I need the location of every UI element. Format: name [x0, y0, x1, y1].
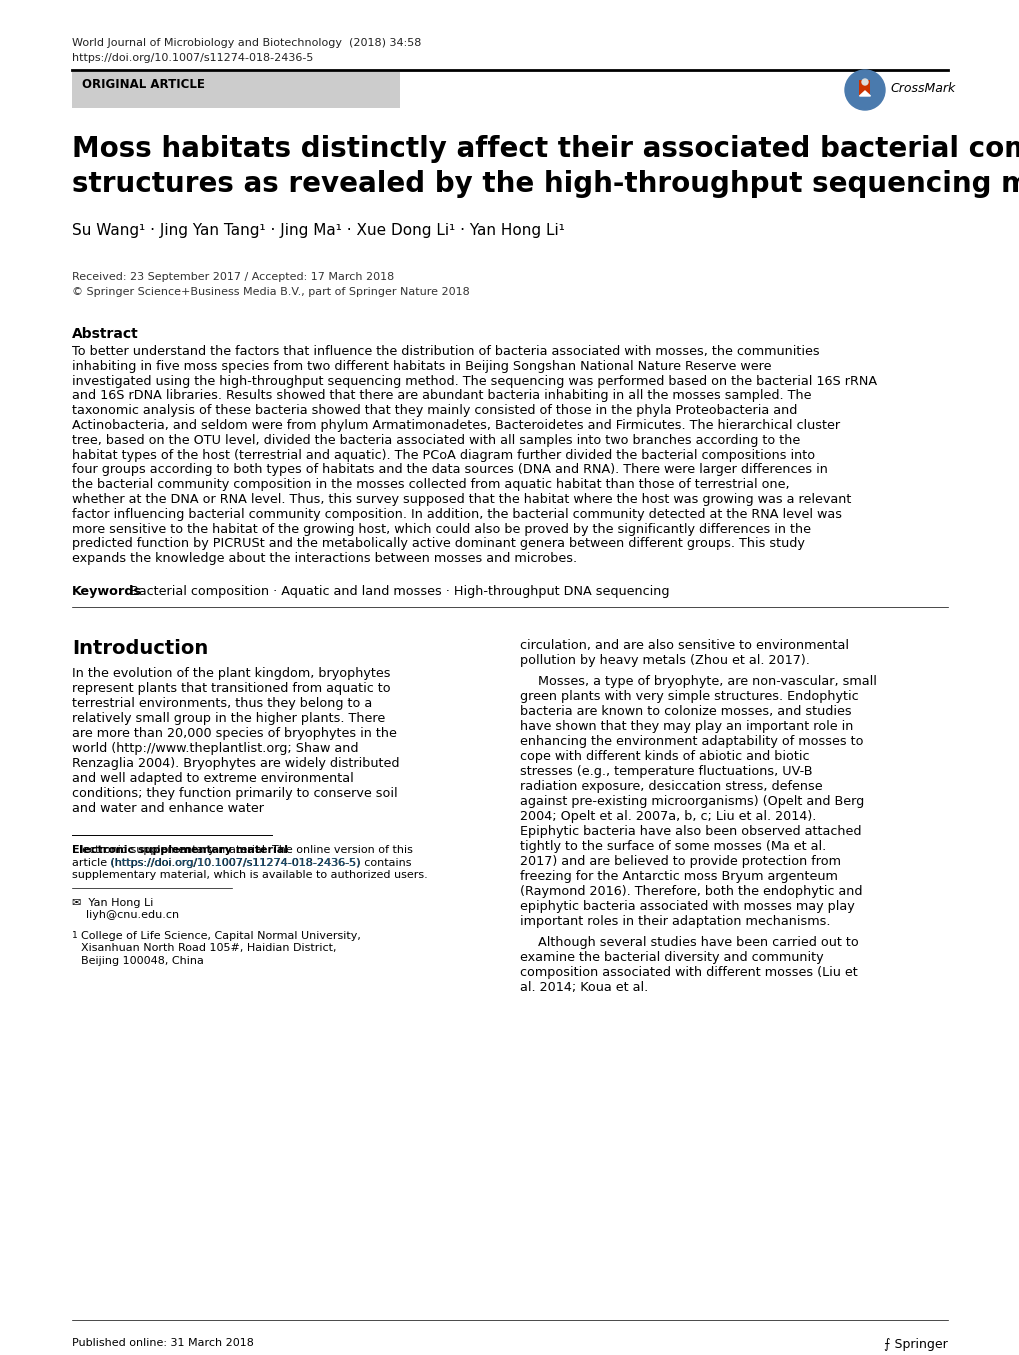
Text: bacteria are known to colonize mosses, and studies: bacteria are known to colonize mosses, a… [520, 705, 851, 718]
Text: Electronic supplementary material: Electronic supplementary material [72, 846, 287, 855]
Text: world (http://www.theplantlist.org; Shaw and: world (http://www.theplantlist.org; Shaw… [72, 743, 358, 755]
Text: pollution by heavy metals (Zhou et al. 2017).: pollution by heavy metals (Zhou et al. 2… [520, 654, 809, 667]
Text: Actinobacteria, and seldom were from phylum Armatimonadetes, Bacteroidetes and F: Actinobacteria, and seldom were from phy… [72, 419, 840, 432]
Text: Abstract: Abstract [72, 327, 139, 341]
Text: Renzaglia 2004). Bryophytes are widely distributed: Renzaglia 2004). Bryophytes are widely d… [72, 757, 399, 770]
Text: To better understand the factors that influence the distribution of bacteria ass: To better understand the factors that in… [72, 346, 819, 358]
Text: green plants with very simple structures. Endophytic: green plants with very simple structures… [520, 690, 858, 703]
Text: terrestrial environments, thus they belong to a: terrestrial environments, thus they belo… [72, 696, 372, 710]
Text: ⨍ Springer: ⨍ Springer [883, 1337, 947, 1351]
Text: (Raymond 2016). Therefore, both the endophytic and: (Raymond 2016). Therefore, both the endo… [520, 885, 862, 898]
Text: Moss habitats distinctly affect their associated bacterial community: Moss habitats distinctly affect their as… [72, 136, 1019, 163]
Text: cope with different kinds of abiotic and biotic: cope with different kinds of abiotic and… [520, 751, 809, 763]
FancyBboxPatch shape [859, 80, 869, 96]
FancyBboxPatch shape [72, 72, 399, 108]
Text: the bacterial community composition in the mosses collected from aquatic habitat: the bacterial community composition in t… [72, 478, 789, 492]
Text: tightly to the surface of some mosses (Ma et al.: tightly to the surface of some mosses (M… [520, 840, 825, 854]
Text: Introduction: Introduction [72, 640, 208, 659]
Text: whether at the DNA or RNA level. Thus, this survey supposed that the habitat whe: whether at the DNA or RNA level. Thus, t… [72, 493, 851, 505]
Text: liyh@cnu.edu.cn: liyh@cnu.edu.cn [86, 911, 179, 920]
Text: 1: 1 [72, 931, 77, 940]
Text: composition associated with different mosses (Liu et: composition associated with different mo… [520, 966, 857, 980]
Text: Epiphytic bacteria have also been observed attached: Epiphytic bacteria have also been observ… [520, 825, 861, 837]
Text: represent plants that transitioned from aquatic to: represent plants that transitioned from … [72, 682, 390, 695]
Text: structures as revealed by the high-throughput sequencing method: structures as revealed by the high-throu… [72, 169, 1019, 198]
Text: Electronic supplementary material  The online version of this: Electronic supplementary material The on… [72, 846, 413, 855]
Text: factor influencing bacterial community composition. In addition, the bacterial c: factor influencing bacterial community c… [72, 508, 841, 520]
Text: stresses (e.g., temperature fluctuations, UV-B: stresses (e.g., temperature fluctuations… [520, 766, 812, 778]
Text: ✉  Yan Hong Li: ✉ Yan Hong Li [72, 898, 153, 908]
Text: supplementary material, which is available to authorized users.: supplementary material, which is availab… [72, 870, 427, 879]
Text: and 16S rDNA libraries. Results showed that there are abundant bacteria inhabiti: and 16S rDNA libraries. Results showed t… [72, 389, 811, 402]
Text: ORIGINAL ARTICLE: ORIGINAL ARTICLE [82, 79, 205, 91]
Text: are more than 20,000 species of bryophytes in the: are more than 20,000 species of bryophyt… [72, 728, 396, 740]
Text: predicted function by PICRUSt and the metabolically active dominant genera betwe: predicted function by PICRUSt and the me… [72, 538, 804, 550]
Text: epiphytic bacteria associated with mosses may play: epiphytic bacteria associated with mosse… [520, 900, 854, 913]
Text: Mosses, a type of bryophyte, are non-vascular, small: Mosses, a type of bryophyte, are non-vas… [537, 675, 876, 688]
Text: In the evolution of the plant kingdom, bryophytes: In the evolution of the plant kingdom, b… [72, 667, 390, 680]
Text: and well adapted to extreme environmental: and well adapted to extreme environmenta… [72, 772, 354, 785]
Text: have shown that they may play an important role in: have shown that they may play an importa… [520, 720, 853, 733]
Text: enhancing the environment adaptability of mosses to: enhancing the environment adaptability o… [520, 734, 863, 748]
Text: taxonomic analysis of these bacteria showed that they mainly consisted of those : taxonomic analysis of these bacteria sho… [72, 404, 797, 417]
Text: against pre-existing microorganisms) (Opelt and Berg: against pre-existing microorganisms) (Op… [520, 795, 863, 808]
Text: relatively small group in the higher plants. There: relatively small group in the higher pla… [72, 711, 385, 725]
Text: four groups according to both types of habitats and the data sources (DNA and RN: four groups according to both types of h… [72, 463, 827, 477]
Text: article (https://doi.org/10.1007/s11274-018-2436-5) contains: article (https://doi.org/10.1007/s11274-… [72, 858, 411, 867]
Text: College of Life Science, Capital Normal University,: College of Life Science, Capital Normal … [81, 931, 361, 940]
Text: https://doi.org/10.1007/s11274-018-2436-5: https://doi.org/10.1007/s11274-018-2436-… [72, 53, 313, 62]
Text: World Journal of Microbiology and Biotechnology  (2018) 34:58: World Journal of Microbiology and Biotec… [72, 38, 421, 47]
Text: Beijing 100048, China: Beijing 100048, China [81, 957, 204, 966]
Circle shape [844, 70, 884, 110]
Text: radiation exposure, desiccation stress, defense: radiation exposure, desiccation stress, … [520, 780, 821, 793]
Text: Received: 23 September 2017 / Accepted: 17 March 2018: Received: 23 September 2017 / Accepted: … [72, 272, 394, 282]
Text: (https://doi.org/10.1007/s11274-018-2436-5): (https://doi.org/10.1007/s11274-018-2436… [110, 858, 360, 867]
Text: Published online: 31 March 2018: Published online: 31 March 2018 [72, 1337, 254, 1348]
Text: more sensitive to the habitat of the growing host, which could also be proved by: more sensitive to the habitat of the gro… [72, 523, 810, 535]
Text: 2017) and are believed to provide protection from: 2017) and are believed to provide protec… [520, 855, 841, 869]
Text: Keywords: Keywords [72, 585, 142, 598]
Text: CrossMark: CrossMark [890, 81, 955, 95]
Text: and water and enhance water: and water and enhance water [72, 802, 264, 814]
Text: Su Wang¹ · Jing Yan Tang¹ · Jing Ma¹ · Xue Dong Li¹ · Yan Hong Li¹: Su Wang¹ · Jing Yan Tang¹ · Jing Ma¹ · X… [72, 224, 565, 238]
Text: conditions; they function primarily to conserve soil: conditions; they function primarily to c… [72, 787, 397, 799]
Polygon shape [859, 91, 869, 96]
Text: freezing for the Antarctic moss Bryum argenteum: freezing for the Antarctic moss Bryum ar… [520, 870, 837, 883]
Text: Bacterial composition · Aquatic and land mosses · High-throughput DNA sequencing: Bacterial composition · Aquatic and land… [129, 585, 668, 598]
Text: circulation, and are also sensitive to environmental: circulation, and are also sensitive to e… [520, 640, 848, 652]
Text: © Springer Science+Business Media B.V., part of Springer Nature 2018: © Springer Science+Business Media B.V., … [72, 287, 470, 297]
Text: expands the knowledge about the interactions between mosses and microbes.: expands the knowledge about the interact… [72, 553, 577, 565]
Text: tree, based on the OTU level, divided the bacteria associated with all samples i: tree, based on the OTU level, divided th… [72, 434, 800, 447]
Text: examine the bacterial diversity and community: examine the bacterial diversity and comm… [520, 951, 822, 963]
Text: important roles in their adaptation mechanisms.: important roles in their adaptation mech… [520, 915, 829, 928]
Text: inhabiting in five moss species from two different habitats in Beijing Songshan : inhabiting in five moss species from two… [72, 360, 770, 373]
Circle shape [861, 79, 867, 85]
Text: habitat types of the host (terrestrial and aquatic). The PCoA diagram further di: habitat types of the host (terrestrial a… [72, 449, 814, 462]
Text: Xisanhuan North Road 105#, Haidian District,: Xisanhuan North Road 105#, Haidian Distr… [81, 943, 336, 954]
Text: al. 2014; Koua et al.: al. 2014; Koua et al. [520, 981, 648, 995]
Text: Although several studies have been carried out to: Although several studies have been carri… [537, 936, 858, 948]
Text: 2004; Opelt et al. 2007a, b, c; Liu et al. 2014).: 2004; Opelt et al. 2007a, b, c; Liu et a… [520, 810, 815, 822]
Text: investigated using the high-throughput sequencing method. The sequencing was per: investigated using the high-throughput s… [72, 374, 876, 388]
